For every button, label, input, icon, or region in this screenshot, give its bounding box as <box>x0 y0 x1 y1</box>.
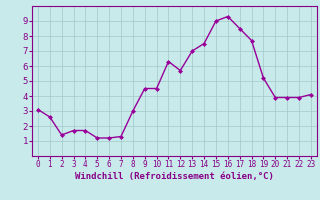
X-axis label: Windchill (Refroidissement éolien,°C): Windchill (Refroidissement éolien,°C) <box>75 172 274 181</box>
